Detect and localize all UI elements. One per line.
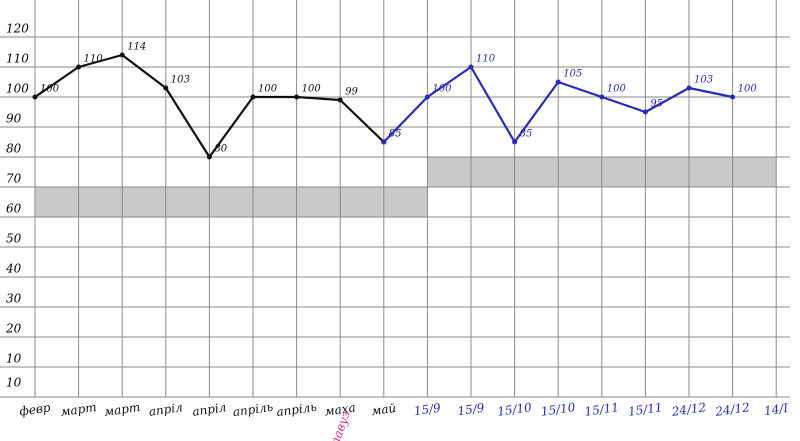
- data-label: 103: [694, 75, 713, 86]
- y-tick-label: 10: [6, 352, 22, 366]
- point: [512, 139, 518, 145]
- point: [424, 94, 430, 100]
- data-label: 95: [650, 99, 663, 110]
- x-tick-label: май: [370, 401, 397, 418]
- x-tick-label: апрiль: [275, 400, 317, 420]
- point: [76, 64, 82, 70]
- y-tick-label: 40: [5, 262, 22, 276]
- x-tick-label: 24/12: [670, 400, 707, 419]
- data-label: 114: [127, 42, 146, 53]
- data-label: 100: [607, 84, 627, 95]
- point: [206, 154, 212, 160]
- data-label: 85: [389, 129, 402, 140]
- point: [642, 109, 648, 115]
- x-tick-label: маха: [324, 400, 357, 418]
- point: [686, 85, 692, 91]
- data-label: 85: [389, 129, 402, 140]
- data-label: 99: [345, 87, 358, 98]
- point: [730, 94, 736, 100]
- data-label: 100: [738, 84, 758, 95]
- y-tick-label: 50: [6, 232, 22, 246]
- data-label: 110: [84, 54, 104, 65]
- x-tick-label: 15/11: [627, 400, 663, 419]
- y-tick-label: 60: [6, 202, 22, 216]
- data-label: 105: [563, 69, 582, 80]
- y-tick-label: 90: [6, 112, 22, 126]
- point: [381, 139, 387, 145]
- point: [468, 64, 474, 70]
- data-label: 110: [476, 54, 496, 65]
- x-tick-label: 14/I: [763, 401, 789, 418]
- x-tick-label: февр: [19, 400, 52, 418]
- x-tick-label: 15/11: [584, 400, 620, 419]
- point: [294, 94, 300, 100]
- data-label: 100: [258, 84, 278, 95]
- y-tick-label: 20: [5, 322, 22, 336]
- y-tick-label: 100: [6, 82, 29, 96]
- data-label: 103: [171, 75, 190, 86]
- data-label: 85: [520, 129, 533, 140]
- point: [119, 52, 125, 58]
- x-tick-label: 15/10: [540, 400, 577, 419]
- y-tick-label: 70: [6, 172, 22, 186]
- data-label: 80: [214, 144, 227, 155]
- x-tick-label: март: [103, 400, 141, 419]
- point: [599, 94, 605, 100]
- data-label: 100: [432, 84, 452, 95]
- x-tick-label: 15/9: [413, 401, 442, 419]
- y-tick-label: 110: [6, 52, 29, 66]
- point: [250, 94, 256, 100]
- x-tick-label: 15/9: [457, 401, 486, 419]
- x-tick-label: апрiл: [148, 400, 184, 419]
- y-tick-label: 10: [6, 376, 22, 390]
- data-label: 100: [40, 84, 60, 95]
- data-label: 100: [302, 84, 322, 95]
- y-tick-label: 120: [6, 22, 29, 36]
- x-tick-label: 24/12: [713, 400, 750, 419]
- shaded-band: [35, 187, 428, 217]
- point: [337, 97, 343, 103]
- x-tick-label: 15/10: [496, 400, 533, 419]
- x-tick-label: март: [60, 400, 98, 419]
- point: [32, 94, 38, 100]
- x-tick-label: апрiл: [191, 400, 227, 419]
- y-tick-label: 80: [6, 142, 22, 156]
- x-tick-label: апрiль: [232, 400, 274, 420]
- point: [555, 79, 561, 85]
- y-tick-label: 30: [6, 292, 22, 306]
- point: [163, 85, 169, 91]
